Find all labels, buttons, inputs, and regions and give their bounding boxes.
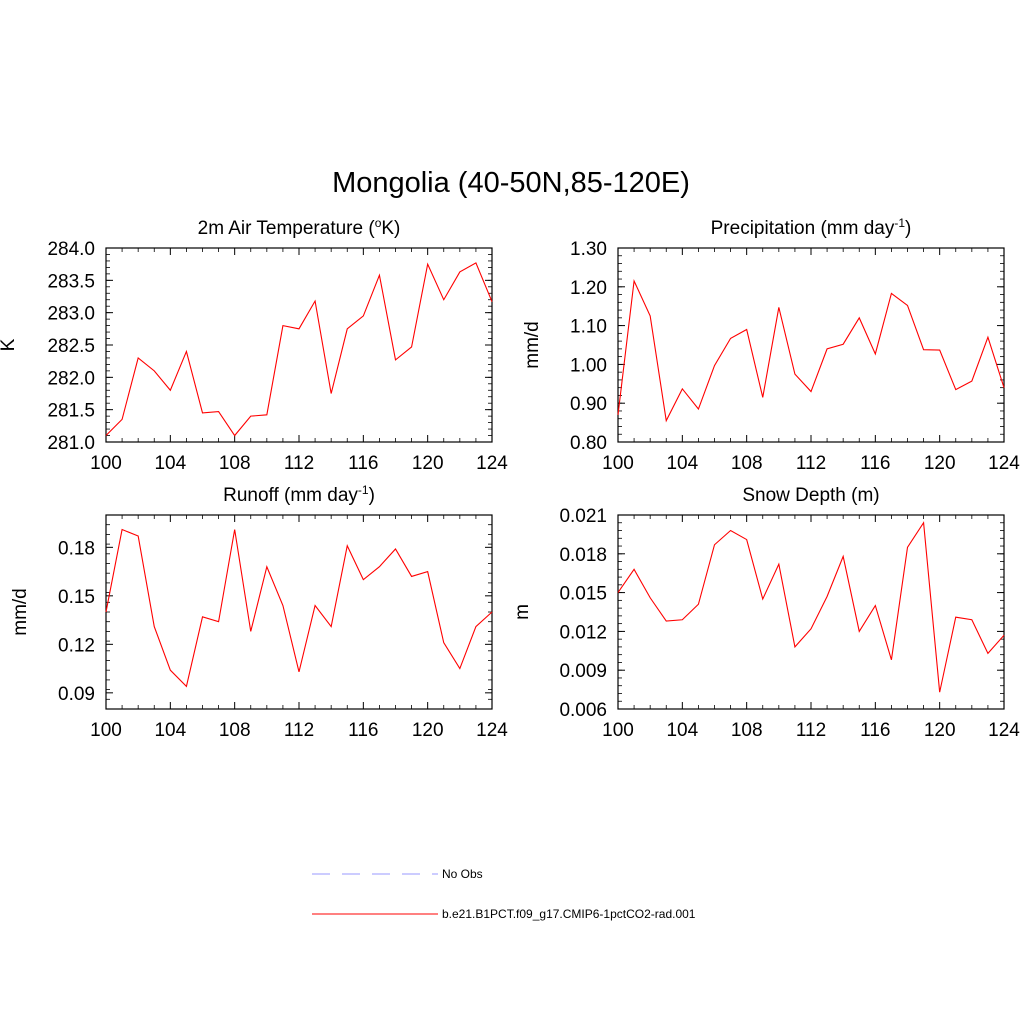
series-line bbox=[105, 528, 493, 688]
panel-title-superscript: o bbox=[375, 216, 382, 230]
chart-panel-1: 2m Air Temperature (oK) K 100 104 108 112 116 1… bbox=[0, 216, 508, 474]
x-tick-label: 112 bbox=[796, 453, 826, 474]
x-tick-label: 100 bbox=[602, 720, 634, 741]
series-line bbox=[617, 278, 1005, 423]
x-tick-label: 108 bbox=[219, 720, 251, 741]
plot-frame bbox=[105, 514, 493, 710]
y-tick-label: 0.015 bbox=[559, 584, 607, 605]
x-tick-label: 112 bbox=[796, 720, 826, 741]
panel-title: 2m Air Temperature (oK) bbox=[198, 216, 401, 239]
plot-frame bbox=[617, 514, 1005, 710]
y-axis-label: m bbox=[512, 604, 533, 620]
panel-title-superscript: -1 bbox=[358, 483, 369, 497]
series-line bbox=[105, 262, 493, 437]
panel-title-main: Runoff (mm day bbox=[223, 485, 358, 506]
y-tick-label: 0.006 bbox=[559, 700, 607, 721]
x-tick-label: 100 bbox=[90, 453, 122, 474]
y-tick-label: 0.018 bbox=[559, 545, 607, 566]
panel-title-superscript: -1 bbox=[894, 216, 905, 230]
x-tick-label: 108 bbox=[731, 720, 763, 741]
legend: No Obs b.e21.B1PCT.f09_g17.CMIP6-1pctCO2-… bbox=[312, 867, 696, 921]
y-tick-label: 281.5 bbox=[47, 401, 95, 422]
panel-title-main: Precipitation (mm day bbox=[711, 218, 895, 239]
series-line bbox=[617, 521, 1005, 693]
panel-title-suffix: ) bbox=[369, 485, 375, 506]
y-tick-label: 0.80 bbox=[570, 433, 607, 454]
panel-title: Snow Depth (m) bbox=[742, 485, 879, 506]
y-tick-label: 0.009 bbox=[559, 661, 607, 682]
y-tick-label: 0.90 bbox=[570, 394, 607, 415]
x-tick-label: 100 bbox=[602, 453, 634, 474]
x-tick-label: 120 bbox=[924, 453, 956, 474]
x-tick-label: 116 bbox=[860, 720, 890, 741]
y-axis-label: K bbox=[0, 338, 19, 351]
x-tick-label: 116 bbox=[860, 453, 890, 474]
x-tick-label: 120 bbox=[412, 720, 444, 741]
panel-title-suffix: ) bbox=[905, 218, 911, 239]
plot-frame bbox=[617, 247, 1005, 443]
legend-label-1: No Obs bbox=[442, 867, 483, 881]
y-tick-label: 0.12 bbox=[58, 635, 95, 656]
legend-label-2: b.e21.B1PCT.f09_g17.CMIP6-1pctCO2-rad.00… bbox=[442, 907, 696, 921]
y-tick-label: 0.09 bbox=[58, 684, 95, 705]
x-tick-label: 120 bbox=[924, 720, 956, 741]
x-tick-label: 112 bbox=[284, 720, 314, 741]
y-tick-label: 284.0 bbox=[47, 239, 95, 260]
x-tick-label: 120 bbox=[412, 453, 444, 474]
panel-title-main: Snow Depth (m) bbox=[742, 485, 879, 506]
x-tick-label: 116 bbox=[348, 453, 378, 474]
y-tick-label: 281.0 bbox=[47, 433, 95, 454]
y-tick-label: 0.18 bbox=[58, 538, 95, 559]
x-tick-label: 116 bbox=[348, 720, 378, 741]
y-tick-label: 282.5 bbox=[47, 336, 95, 357]
x-tick-label: 104 bbox=[666, 453, 698, 474]
y-axis-label: mm/d bbox=[522, 321, 543, 369]
y-tick-label: 1.10 bbox=[570, 317, 607, 338]
y-tick-label: 1.00 bbox=[570, 355, 607, 376]
y-tick-label: 283.5 bbox=[47, 271, 95, 292]
x-tick-label: 124 bbox=[476, 453, 508, 474]
panel-title: Runoff (mm day-1) bbox=[223, 483, 375, 506]
x-tick-label: 124 bbox=[476, 720, 508, 741]
panels: 2m Air Temperature (oK) K 100 104 108 112 116 1… bbox=[0, 216, 1020, 741]
chart-panel-4: Snow Depth (m) m 100 104 108 112 116 120 124 0.00… bbox=[512, 485, 1020, 741]
chart-panel-3: Runoff (mm day-1) mm/d 100 104 108 112 116 120 1… bbox=[10, 483, 508, 741]
chart-panel-2: Precipitation (mm day-1) mm/d 100 104 108 112… bbox=[522, 216, 1020, 474]
x-tick-label: 112 bbox=[284, 453, 314, 474]
y-tick-label: 283.0 bbox=[47, 304, 95, 325]
x-tick-label: 104 bbox=[666, 720, 698, 741]
panel-title-main: 2m Air Temperature ( bbox=[198, 218, 376, 239]
y-tick-label: 282.0 bbox=[47, 368, 95, 389]
panel-title: Precipitation (mm day-1) bbox=[711, 216, 912, 239]
y-tick-label: 0.15 bbox=[58, 587, 95, 608]
y-axis-label: mm/d bbox=[10, 588, 31, 636]
y-tick-label: 0.012 bbox=[559, 622, 607, 643]
x-tick-label: 104 bbox=[154, 720, 186, 741]
x-tick-label: 124 bbox=[988, 453, 1020, 474]
main-title: Mongolia (40-50N,85-120E) bbox=[332, 167, 690, 199]
x-tick-label: 100 bbox=[90, 720, 122, 741]
x-tick-label: 108 bbox=[219, 453, 251, 474]
y-tick-label: 0.021 bbox=[559, 506, 607, 527]
x-tick-label: 124 bbox=[988, 720, 1020, 741]
x-tick-label: 104 bbox=[154, 453, 186, 474]
y-tick-label: 1.20 bbox=[570, 278, 607, 299]
x-tick-label: 108 bbox=[731, 453, 763, 474]
y-tick-label: 1.30 bbox=[570, 239, 607, 260]
panel-title-suffix: K) bbox=[381, 218, 400, 239]
